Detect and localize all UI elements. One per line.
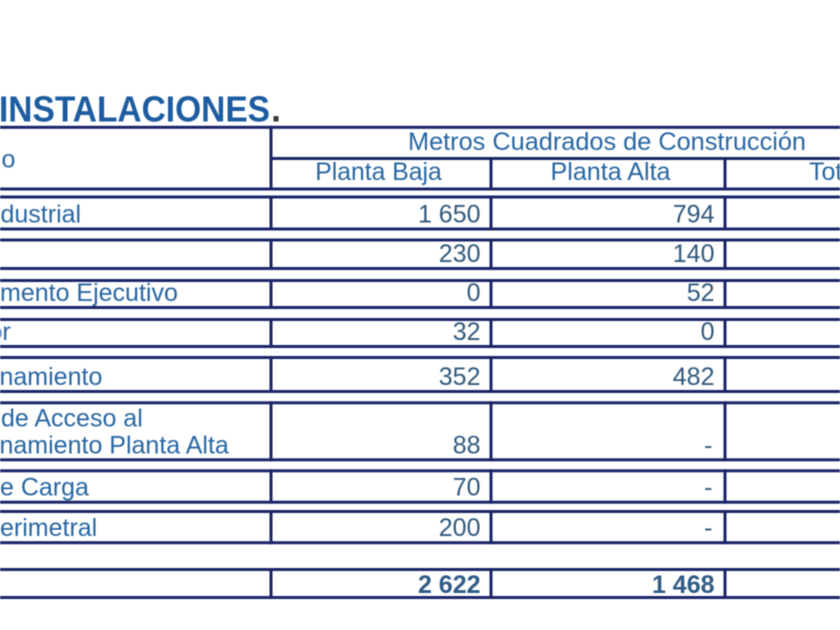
svg-text:-: - (704, 474, 712, 502)
svg-text:o: o (2, 146, 16, 174)
svg-text:-: - (704, 514, 712, 542)
svg-text:230: 230 (439, 240, 481, 268)
svg-text:88: 88 (453, 431, 481, 459)
svg-text:Planta Baja: Planta Baja (315, 158, 442, 186)
svg-text:0: 0 (701, 318, 715, 346)
svg-text:erimetral: erimetral (0, 514, 97, 542)
svg-text:70: 70 (453, 474, 481, 502)
svg-text:32: 32 (453, 318, 481, 346)
svg-text:0: 0 (467, 279, 481, 307)
svg-text:794: 794 (673, 201, 715, 229)
svg-text:e Carga: e Carga (0, 474, 89, 502)
svg-text:INSTALACIONES: INSTALACIONES (0, 89, 270, 130)
svg-text:Total: Total (809, 158, 840, 186)
svg-text:352: 352 (439, 363, 481, 391)
svg-text:Metros Cuadrados de Construcci: Metros Cuadrados de Construcción (408, 128, 806, 156)
svg-text:mento Ejecutivo: mento Ejecutivo (0, 279, 178, 307)
svg-text:1 468: 1 468 (652, 571, 715, 599)
svg-text:dustrial: dustrial (1, 201, 82, 229)
svg-text:.: . (271, 89, 281, 130)
svg-text:1 650: 1 650 (418, 201, 481, 229)
svg-text:de Acceso al: de Acceso al (1, 404, 143, 432)
svg-text:or: or (0, 318, 11, 346)
svg-text:namiento: namiento (0, 363, 102, 391)
svg-text:52: 52 (687, 279, 715, 307)
svg-text:140: 140 (673, 240, 715, 268)
svg-text:200: 200 (439, 514, 481, 542)
svg-text:Planta Alta: Planta Alta (551, 158, 671, 186)
svg-text:2 622: 2 622 (418, 571, 481, 599)
svg-text:namiento Planta Alta: namiento Planta Alta (0, 431, 229, 459)
svg-text:-: - (704, 431, 712, 459)
svg-text:482: 482 (673, 363, 715, 391)
